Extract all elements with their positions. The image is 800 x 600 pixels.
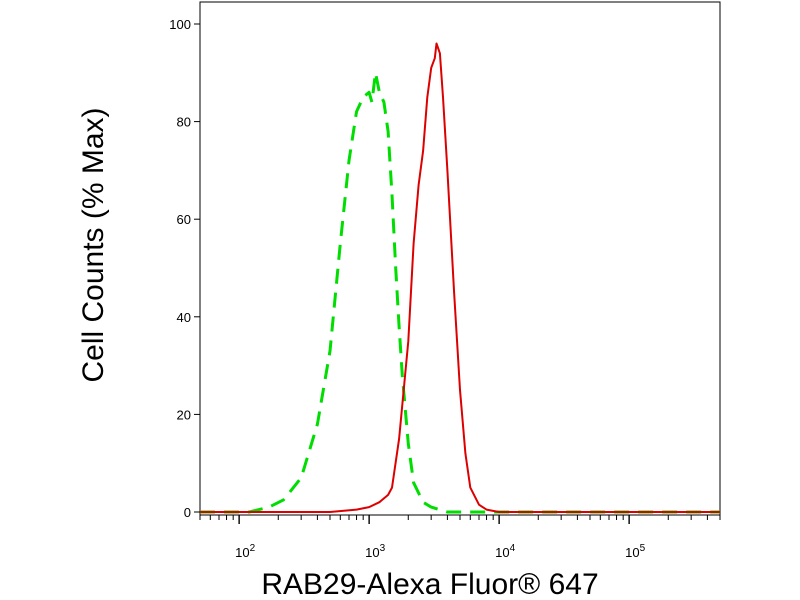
y-tick-label: 40: [177, 310, 191, 325]
plot-frame: [199, 1, 721, 516]
y-tick-label: 60: [177, 212, 191, 227]
y-tick-label: 0: [184, 505, 191, 520]
x-axis-title: RAB29-Alexa Fluor® 647: [261, 568, 598, 600]
y-tick-label: 100: [169, 17, 191, 32]
x-tick-label: 104: [495, 543, 515, 560]
x-axis-ticks: 102 103 104 105: [199, 515, 721, 560]
series-layer: [200, 42, 720, 514]
series-line-1: [200, 71, 720, 514]
y-axis-title: Cell Counts (% Max): [77, 107, 110, 382]
x-tick-label: 102: [235, 543, 255, 560]
x-tick-label: 105: [625, 543, 645, 560]
series-line-2: [200, 42, 720, 513]
y-tick-label: 20: [177, 407, 191, 422]
y-tick-label: 80: [177, 115, 191, 130]
y-axis-ticks: 0 20 40 60 80 100: [169, 17, 200, 520]
x-tick-label: 103: [365, 543, 385, 560]
